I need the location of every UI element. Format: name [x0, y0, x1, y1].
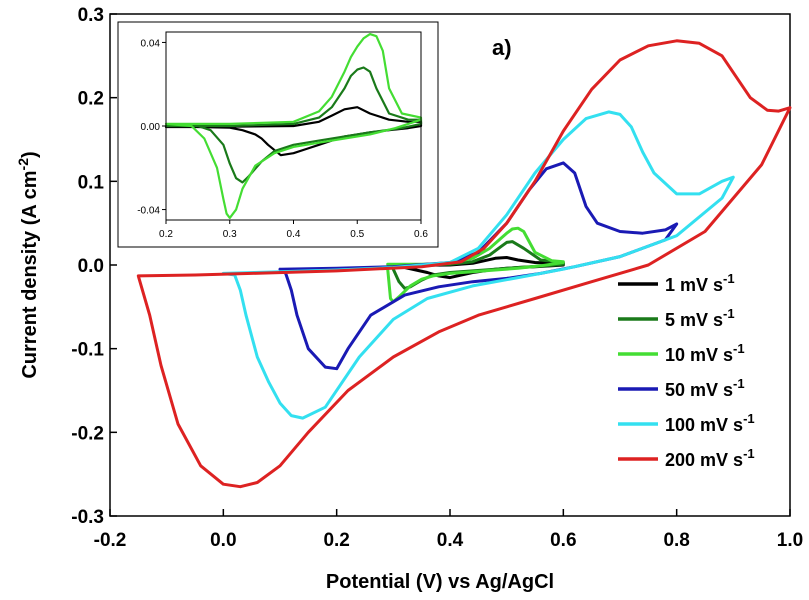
y-axis-title-tail: )	[19, 151, 41, 158]
inset-axis-ticks: 0.2 0.3 0.4 0.5 0.6 -0.04 0.00 0.04	[137, 31, 428, 240]
x-tick-label: 0.8	[663, 530, 689, 551]
y-tick-label: -0.1	[71, 340, 104, 361]
y-tick-label: -0.2	[71, 423, 104, 444]
series-line-4	[221, 110, 735, 420]
y-tick-label: -0.3	[71, 507, 104, 528]
y-tick-label: 0.1	[78, 172, 105, 193]
x-tick-label: 0.0	[210, 530, 236, 551]
x-tick-label: -0.2	[94, 530, 127, 551]
inset-x-tick-label: 0.5	[350, 229, 364, 240]
inset-y-tick-label: -0.04	[137, 206, 160, 217]
inset-series-line-2	[164, 32, 423, 219]
inset-y-tick-label: 0.04	[141, 38, 161, 49]
x-tick-label: 0.4	[437, 530, 464, 551]
y-tick-label: 0.2	[78, 89, 104, 110]
y-axis-title-main: Current density (A cm	[19, 170, 41, 378]
legend-label-4: 100 mV s-1	[665, 411, 755, 435]
y-tick-label: 0.0	[78, 256, 104, 277]
inset-series-line-1	[164, 66, 423, 184]
y-axis-title-sup: -2	[15, 158, 31, 171]
inset-y-tick-label: 0.00	[141, 122, 161, 133]
x-tick-label: 1.0	[777, 530, 803, 551]
legend-label-0: 1 mV s-1	[665, 271, 735, 295]
inset-x-tick-label: 0.6	[414, 229, 428, 240]
inset-x-tick-label: 0.4	[287, 229, 301, 240]
main-axis-ticks: -0.2 0.0 0.2 0.4 0.6 0.8 1.0-0.3-0.2-0.10.00.1…	[71, 5, 803, 551]
legend-label-5: 200 mV s-1	[665, 446, 755, 470]
series-line-5	[136, 39, 792, 489]
x-tick-label: 0.6	[550, 530, 576, 551]
series-line-2	[386, 226, 565, 304]
panel-label: a)	[492, 35, 512, 60]
legend-label-1: 5 mV s-1	[665, 306, 735, 330]
y-axis-title: Current density (A cm-2)	[15, 151, 41, 378]
legend-label-2: 10 mV s-1	[665, 341, 745, 365]
y-tick-label: 0.3	[78, 5, 104, 26]
legend: 1 mV s-1 5 mV s-1 10 mV s-1 50 mV s-1 100 mV…	[618, 271, 755, 470]
x-tick-label: 0.2	[323, 530, 349, 551]
inset-x-tick-label: 0.3	[223, 229, 237, 240]
x-axis-title: Potential (V) vs Ag/AgCl	[326, 571, 554, 593]
inset-x-tick-label: 0.2	[159, 229, 173, 240]
legend-label-3: 50 mV s-1	[665, 376, 745, 400]
